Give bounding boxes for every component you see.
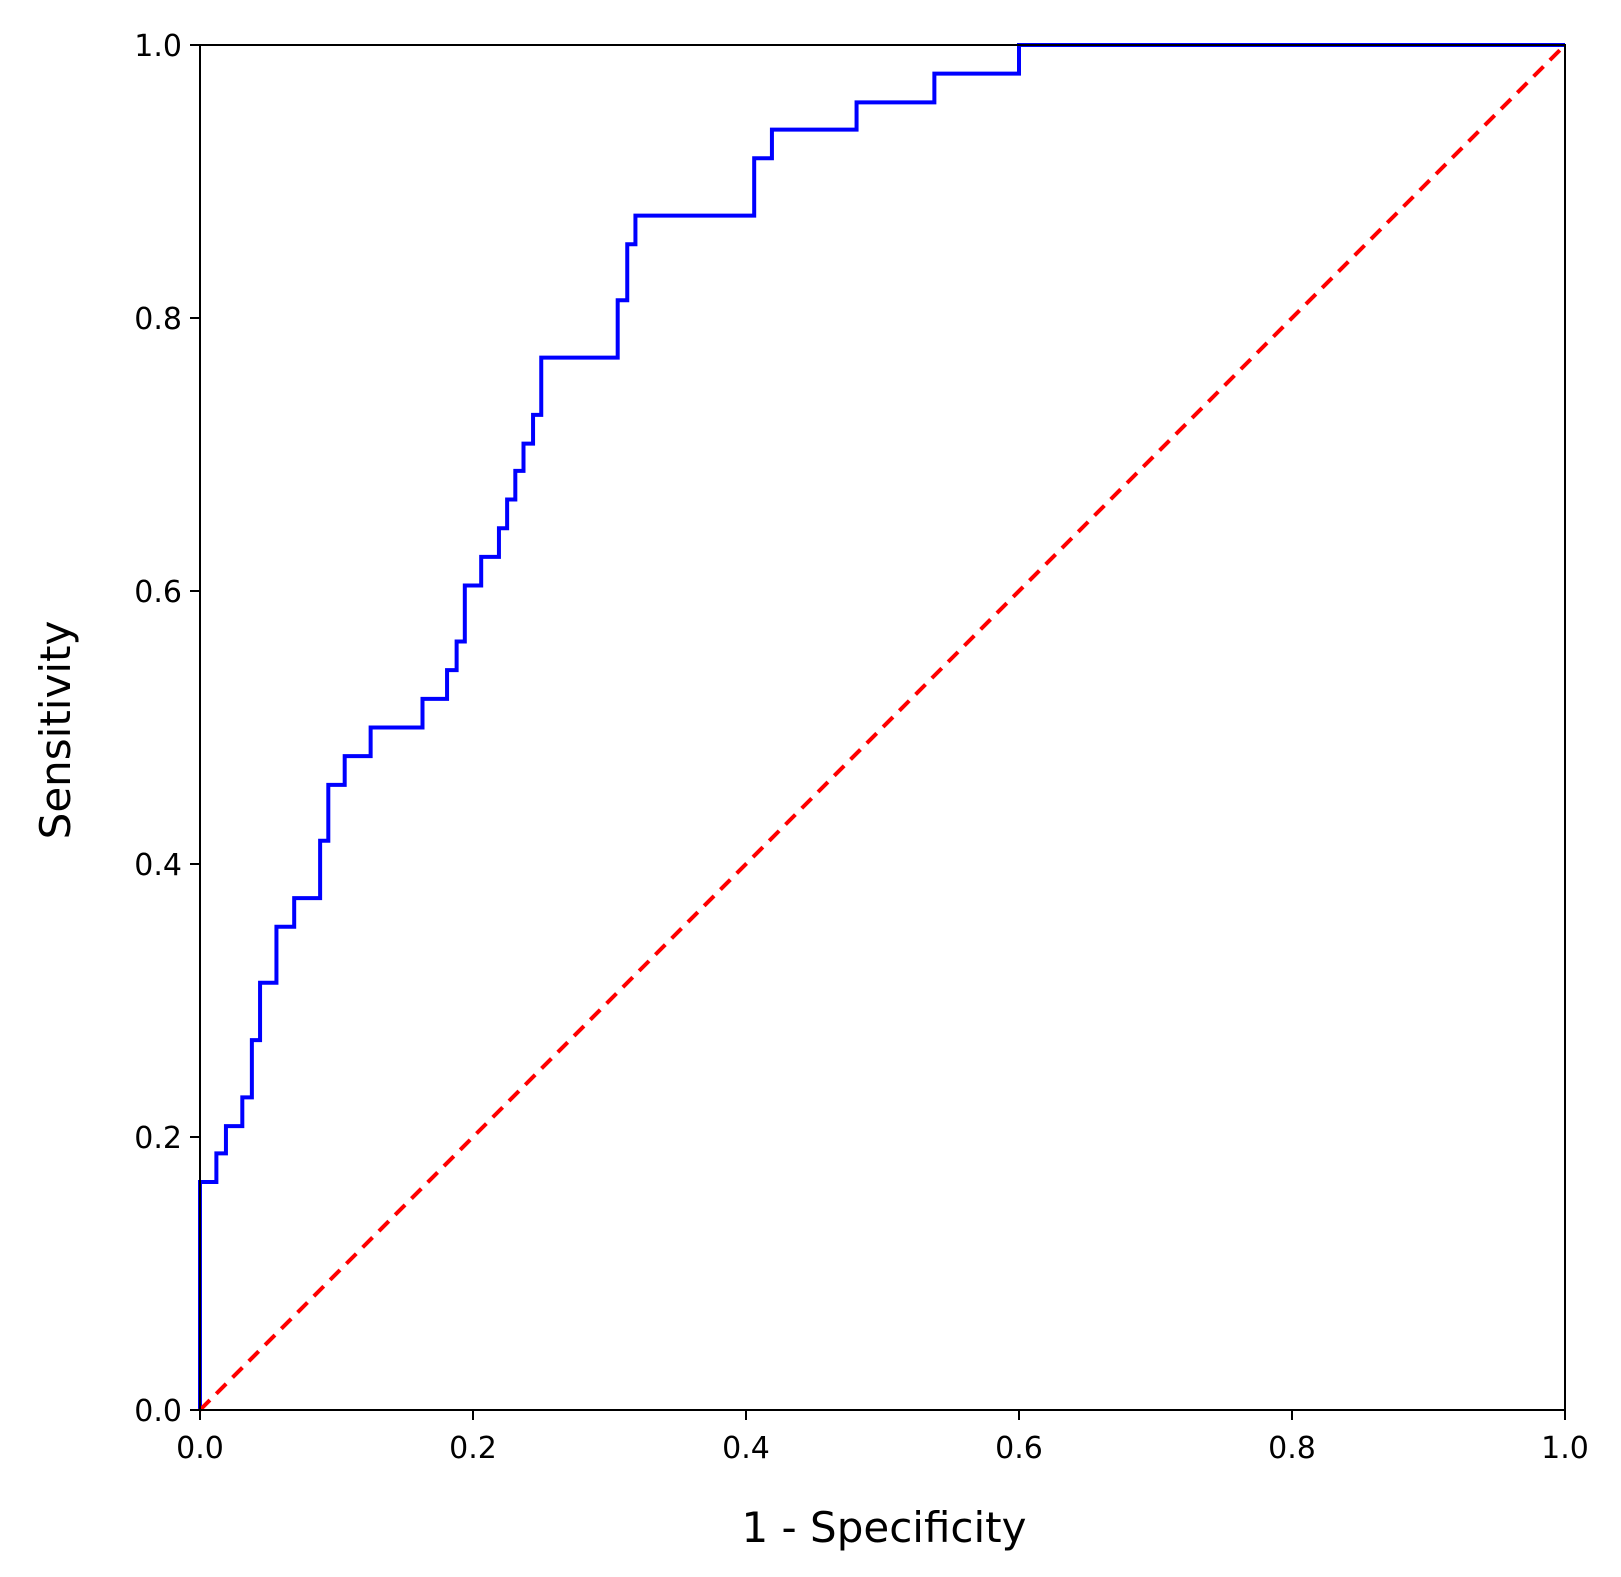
- y-tick-label: 0.0: [134, 1394, 182, 1429]
- x-tick-label: 0.4: [722, 1431, 770, 1466]
- y-tick-label: 0.8: [134, 302, 182, 337]
- series-layer: [198, 43, 1567, 1412]
- roc-curve-line: [198, 43, 1565, 1410]
- axes-frame: [199, 44, 1566, 1411]
- ticks-layer: 0.0 0.2 0.4 0.6 0.8 1.0 0.0 0.2 0.4 0.6 0.8 1.0: [134, 29, 1589, 1466]
- x-tick-label: 0.6: [995, 1431, 1043, 1466]
- y-tick-label: 0.2: [134, 1121, 182, 1156]
- x-tick-label: 0.8: [1268, 1431, 1316, 1466]
- y-tick-label: 1.0: [134, 29, 182, 64]
- x-tick-label: 0.2: [449, 1431, 497, 1466]
- y-axis-label: Sensitivity: [31, 621, 80, 840]
- x-axis-label: 1 - Specificity: [741, 1503, 1026, 1552]
- x-tick-label: 1.0: [1541, 1431, 1589, 1466]
- x-tick-label: 0.0: [176, 1431, 224, 1466]
- y-tick-label: 0.6: [134, 575, 182, 610]
- axes-layer: [199, 44, 1566, 1411]
- y-tick-label: 0.4: [134, 848, 182, 883]
